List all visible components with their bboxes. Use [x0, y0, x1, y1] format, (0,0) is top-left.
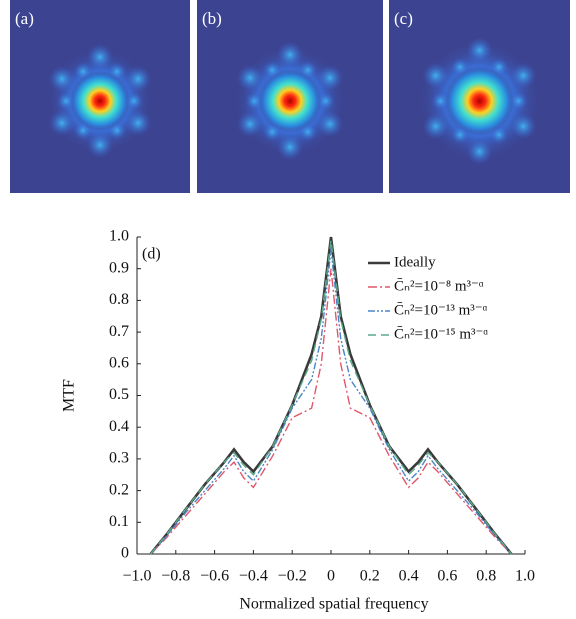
psf-lobe	[466, 37, 493, 64]
y-tick-label: 0.5	[109, 386, 129, 403]
chart: 00.10.20.30.40.50.60.70.80.91.0−1.0 −0.8−…	[61, 228, 535, 613]
x-tick-label: 0.6	[437, 568, 457, 585]
psf-lobe	[236, 111, 263, 138]
psf-lobe	[125, 110, 152, 136]
x-tick-label: −0.6	[200, 568, 229, 585]
x-tick-label: −0.2	[278, 568, 307, 585]
y-tick-label: 0.2	[109, 481, 129, 498]
panels: (a) (b) (c)	[10, 0, 570, 193]
x-tick-label: 1.0	[515, 568, 535, 585]
x-tick-label: −1.0	[122, 568, 151, 585]
psf-lobe	[245, 92, 264, 110]
psf-core	[258, 69, 322, 133]
psf-lobe	[277, 41, 303, 68]
psf-lobe	[125, 66, 152, 92]
psf-lobe	[510, 113, 537, 140]
psf-lobe	[87, 132, 113, 158]
x-tick-label: 0.2	[360, 568, 380, 585]
series-line	[150, 240, 512, 555]
psf-lobe	[422, 113, 449, 140]
psf-lobe	[509, 92, 528, 110]
series-line	[150, 249, 512, 555]
psf-core	[445, 66, 514, 136]
y-tick-label: 0.3	[109, 450, 129, 467]
x-tick-label: 0.8	[476, 568, 496, 585]
psf-lobe	[466, 138, 493, 165]
psf-lobe	[277, 134, 303, 161]
psf-lobe	[316, 92, 335, 110]
psf-lobe	[317, 64, 344, 91]
psf-lobe	[87, 44, 113, 70]
psf-lobe	[236, 64, 263, 91]
legend-label: C̄ₙ²=10⁻¹³ m³⁻ᵅ	[394, 302, 488, 318]
legend-label: Ideally	[394, 254, 436, 270]
y-tick-label: 1.0	[109, 228, 129, 245]
y-tick-label: 0.8	[109, 291, 129, 308]
series-line	[150, 268, 512, 555]
y-axis-label: MTF	[61, 379, 78, 412]
psf-lobe	[431, 92, 450, 110]
x-tick-label: −0.4	[239, 568, 268, 585]
legend-label: C̄ₙ²=10⁻⁸ m³⁻ᵅ	[394, 278, 484, 294]
y-tick-label: 0.4	[109, 418, 129, 435]
x-axis-label: Normalized spatial frequency	[239, 596, 428, 613]
psf-lobe	[422, 62, 449, 89]
y-tick-label: 0.7	[109, 323, 129, 340]
annotation: (d)	[142, 246, 161, 263]
psf-core	[70, 71, 130, 131]
psf-lobe	[48, 110, 75, 136]
psf-lobe	[48, 66, 75, 92]
y-tick-label: 0.9	[109, 259, 129, 276]
psf-lobe	[510, 62, 537, 89]
x-tick-label: 0	[327, 568, 335, 585]
psf-lobe	[317, 111, 344, 138]
panel-label: (c)	[394, 9, 413, 28]
y-tick-label: 0.6	[109, 354, 129, 371]
legend-label: C̄ₙ²=10⁻¹⁵ m³⁻ᵅ	[394, 326, 488, 342]
panel-label: (b)	[202, 9, 222, 28]
x-tick-label: 0.4	[399, 568, 419, 585]
panel-label: (a)	[15, 9, 34, 28]
x-tick-label: −0.8	[161, 568, 190, 585]
y-tick-label: 0	[121, 545, 129, 562]
y-tick-label: 0.1	[109, 513, 129, 530]
